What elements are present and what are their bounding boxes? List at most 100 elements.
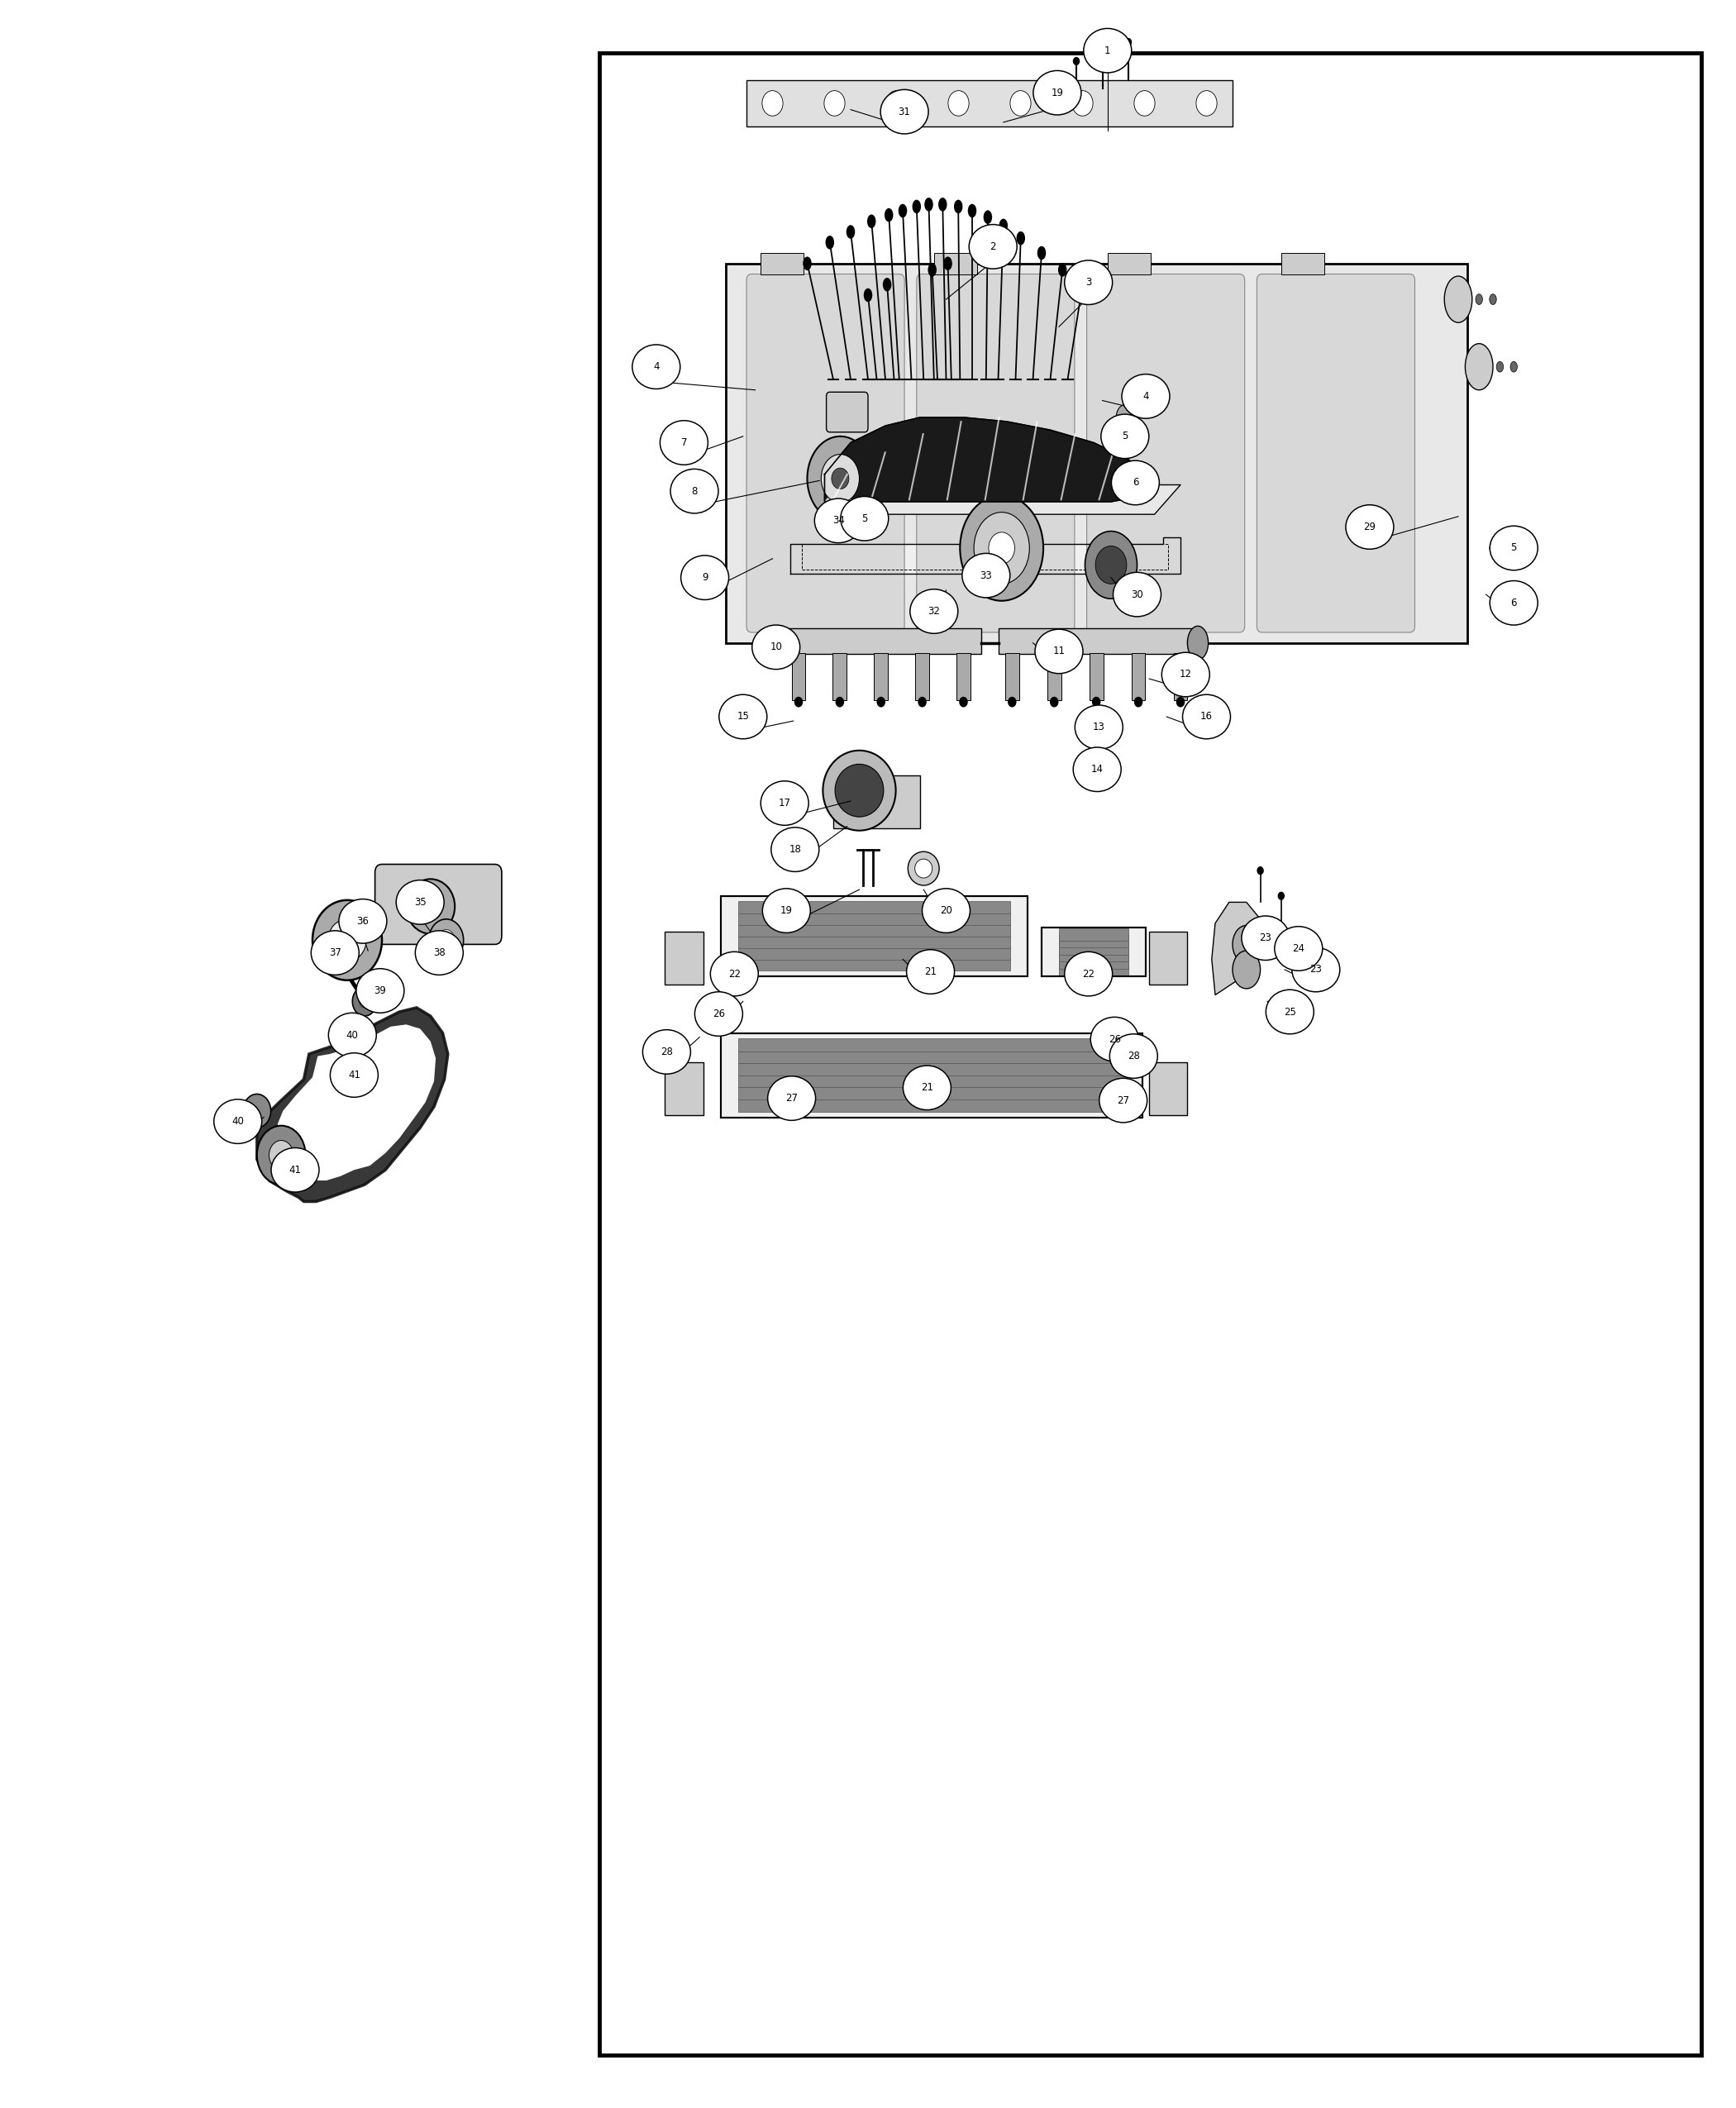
Text: 23: 23	[1259, 932, 1272, 944]
Ellipse shape	[835, 696, 844, 708]
Bar	[738, 1039, 1125, 1052]
Bar	[1149, 932, 1187, 984]
Ellipse shape	[877, 696, 885, 708]
Text: 27: 27	[1116, 1094, 1130, 1107]
Ellipse shape	[1064, 951, 1113, 997]
Ellipse shape	[1076, 285, 1087, 297]
Polygon shape	[1212, 902, 1264, 995]
Ellipse shape	[1099, 1079, 1147, 1124]
Ellipse shape	[660, 422, 708, 466]
Ellipse shape	[762, 91, 783, 116]
Ellipse shape	[1073, 91, 1094, 116]
Text: 14: 14	[1090, 763, 1104, 776]
Text: 4: 4	[1142, 390, 1149, 403]
Ellipse shape	[944, 257, 953, 270]
Text: 22: 22	[727, 968, 741, 980]
Text: 1: 1	[1104, 44, 1111, 57]
Bar	[720, 1033, 1142, 1117]
Ellipse shape	[214, 1100, 262, 1143]
Text: 36: 36	[356, 915, 370, 928]
Bar	[726, 264, 1467, 643]
Text: 27: 27	[785, 1092, 799, 1105]
Ellipse shape	[1496, 363, 1503, 373]
Ellipse shape	[865, 289, 871, 301]
Text: 40: 40	[231, 1115, 245, 1128]
Bar	[957, 653, 970, 700]
FancyBboxPatch shape	[746, 274, 904, 632]
Ellipse shape	[955, 200, 962, 213]
Ellipse shape	[924, 198, 934, 211]
Ellipse shape	[1196, 91, 1217, 116]
Ellipse shape	[1101, 413, 1149, 460]
Bar	[1005, 653, 1019, 700]
Polygon shape	[825, 485, 1180, 514]
Text: 21: 21	[920, 1081, 934, 1094]
Ellipse shape	[1125, 38, 1132, 46]
Ellipse shape	[359, 995, 370, 1008]
Bar	[1042, 928, 1146, 976]
Ellipse shape	[339, 898, 387, 944]
Ellipse shape	[771, 626, 792, 660]
Ellipse shape	[1073, 748, 1121, 793]
Ellipse shape	[1010, 91, 1031, 116]
Bar	[1281, 253, 1325, 274]
Ellipse shape	[1113, 573, 1161, 618]
Bar	[1059, 942, 1128, 955]
Ellipse shape	[1489, 582, 1538, 626]
Bar	[738, 936, 1010, 949]
Ellipse shape	[1345, 506, 1394, 550]
Ellipse shape	[1241, 915, 1290, 961]
Text: 22: 22	[1082, 968, 1095, 980]
Bar	[738, 1050, 1125, 1062]
Ellipse shape	[821, 453, 859, 504]
Ellipse shape	[1134, 91, 1154, 116]
Ellipse shape	[969, 223, 1017, 270]
Ellipse shape	[847, 226, 854, 238]
FancyBboxPatch shape	[1257, 274, 1415, 632]
Ellipse shape	[915, 860, 932, 879]
Ellipse shape	[340, 932, 354, 949]
Text: 15: 15	[736, 710, 750, 723]
Ellipse shape	[311, 932, 359, 974]
Ellipse shape	[1000, 219, 1007, 232]
Bar	[1059, 928, 1128, 940]
Text: 24: 24	[1292, 942, 1305, 955]
Ellipse shape	[1177, 696, 1184, 708]
Text: 3: 3	[1085, 276, 1092, 289]
Ellipse shape	[1007, 696, 1017, 708]
Ellipse shape	[406, 879, 455, 934]
Bar	[738, 959, 1010, 972]
Bar	[1047, 653, 1061, 700]
Bar	[1059, 936, 1128, 949]
Text: 5: 5	[1510, 542, 1517, 554]
Ellipse shape	[1109, 1033, 1158, 1079]
Ellipse shape	[939, 198, 948, 211]
Text: 25: 25	[1283, 1006, 1297, 1018]
Text: 30: 30	[1130, 588, 1144, 601]
Ellipse shape	[922, 890, 970, 934]
Text: 40: 40	[345, 1029, 359, 1041]
Bar	[738, 923, 1010, 936]
Text: 31: 31	[898, 105, 911, 118]
Bar	[599, 53, 1701, 2055]
Bar	[915, 653, 929, 700]
Ellipse shape	[835, 765, 884, 818]
Text: 39: 39	[373, 984, 387, 997]
Bar	[738, 1075, 1125, 1088]
Ellipse shape	[983, 211, 991, 223]
Ellipse shape	[1187, 626, 1208, 660]
Text: 11: 11	[1052, 645, 1066, 658]
Text: 17: 17	[778, 797, 792, 809]
Ellipse shape	[974, 512, 1029, 584]
Ellipse shape	[1257, 866, 1264, 875]
Bar	[792, 653, 806, 700]
Ellipse shape	[396, 881, 444, 925]
Ellipse shape	[948, 91, 969, 116]
Ellipse shape	[899, 204, 906, 217]
Bar	[665, 1062, 703, 1115]
Ellipse shape	[762, 890, 811, 934]
Ellipse shape	[356, 970, 404, 1014]
Ellipse shape	[752, 626, 800, 670]
Ellipse shape	[1099, 46, 1106, 55]
Text: 32: 32	[927, 605, 941, 618]
